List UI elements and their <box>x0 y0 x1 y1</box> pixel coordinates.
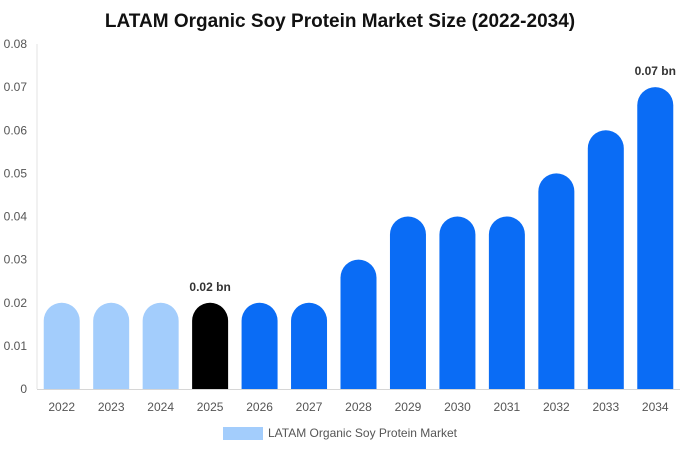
bar-2030[interactable] <box>439 216 476 390</box>
bar-2033[interactable] <box>587 130 624 390</box>
bar-2022[interactable] <box>43 302 80 389</box>
bar-2023[interactable] <box>93 302 130 389</box>
bar-2026[interactable] <box>241 302 278 389</box>
chart-title: LATAM Organic Soy Protein Market Size (2… <box>105 11 575 32</box>
y-tick-label: 0.04 <box>4 210 28 224</box>
y-tick-label: 0 <box>20 382 27 396</box>
x-tick-label: 2028 <box>345 400 372 414</box>
y-tick-label: 0.03 <box>4 253 28 267</box>
x-axis: 2022 2023 2024 2025 2026 2027 2028 2029 2030 2031… <box>37 389 680 414</box>
x-tick-label: 2033 <box>592 400 619 414</box>
bar-2034[interactable] <box>637 87 674 389</box>
bar-2032[interactable] <box>538 173 575 389</box>
y-tick-label: 0.05 <box>4 166 28 180</box>
x-tick-label: 2026 <box>246 400 273 414</box>
y-tick-label: 0.01 <box>4 339 28 353</box>
y-tick-label: 0.02 <box>4 296 28 310</box>
x-tick-label: 2025 <box>197 400 224 414</box>
legend[interactable]: LATAM Organic Soy Protein Market <box>223 426 458 440</box>
x-tick-label: 2029 <box>395 400 422 414</box>
y-tick-label: 0.08 <box>4 37 28 51</box>
bar-2024[interactable] <box>142 302 179 389</box>
x-tick-label: 2022 <box>48 400 75 414</box>
bar-2025[interactable] <box>192 302 229 389</box>
legend-swatch[interactable] <box>223 427 263 440</box>
legend-label[interactable]: LATAM Organic Soy Protein Market <box>268 426 458 440</box>
x-tick-label: 2030 <box>444 400 471 414</box>
x-tick-label: 2024 <box>147 400 174 414</box>
bars <box>43 87 674 390</box>
y-tick-label: 0.07 <box>4 80 28 94</box>
x-tick-label: 2027 <box>296 400 323 414</box>
data-label-2025: 0.02 bn <box>189 280 230 294</box>
y-tick-label: 0.06 <box>4 123 28 137</box>
bar-2028[interactable] <box>340 259 377 389</box>
x-tick-label: 2031 <box>494 400 521 414</box>
x-tick-label: 2032 <box>543 400 570 414</box>
x-tick-label: 2034 <box>642 400 669 414</box>
data-label-2034: 0.07 bn <box>635 64 676 78</box>
x-tick-label: 2023 <box>98 400 125 414</box>
y-axis: 0 0.01 0.02 0.03 0.04 0.05 0.06 0.07 0.08 <box>4 37 38 396</box>
bar-2031[interactable] <box>488 216 525 389</box>
bar-2029[interactable] <box>389 216 426 390</box>
data-labels: 0.02 bn 0.07 bn <box>189 64 676 294</box>
bar-2027[interactable] <box>291 302 328 389</box>
